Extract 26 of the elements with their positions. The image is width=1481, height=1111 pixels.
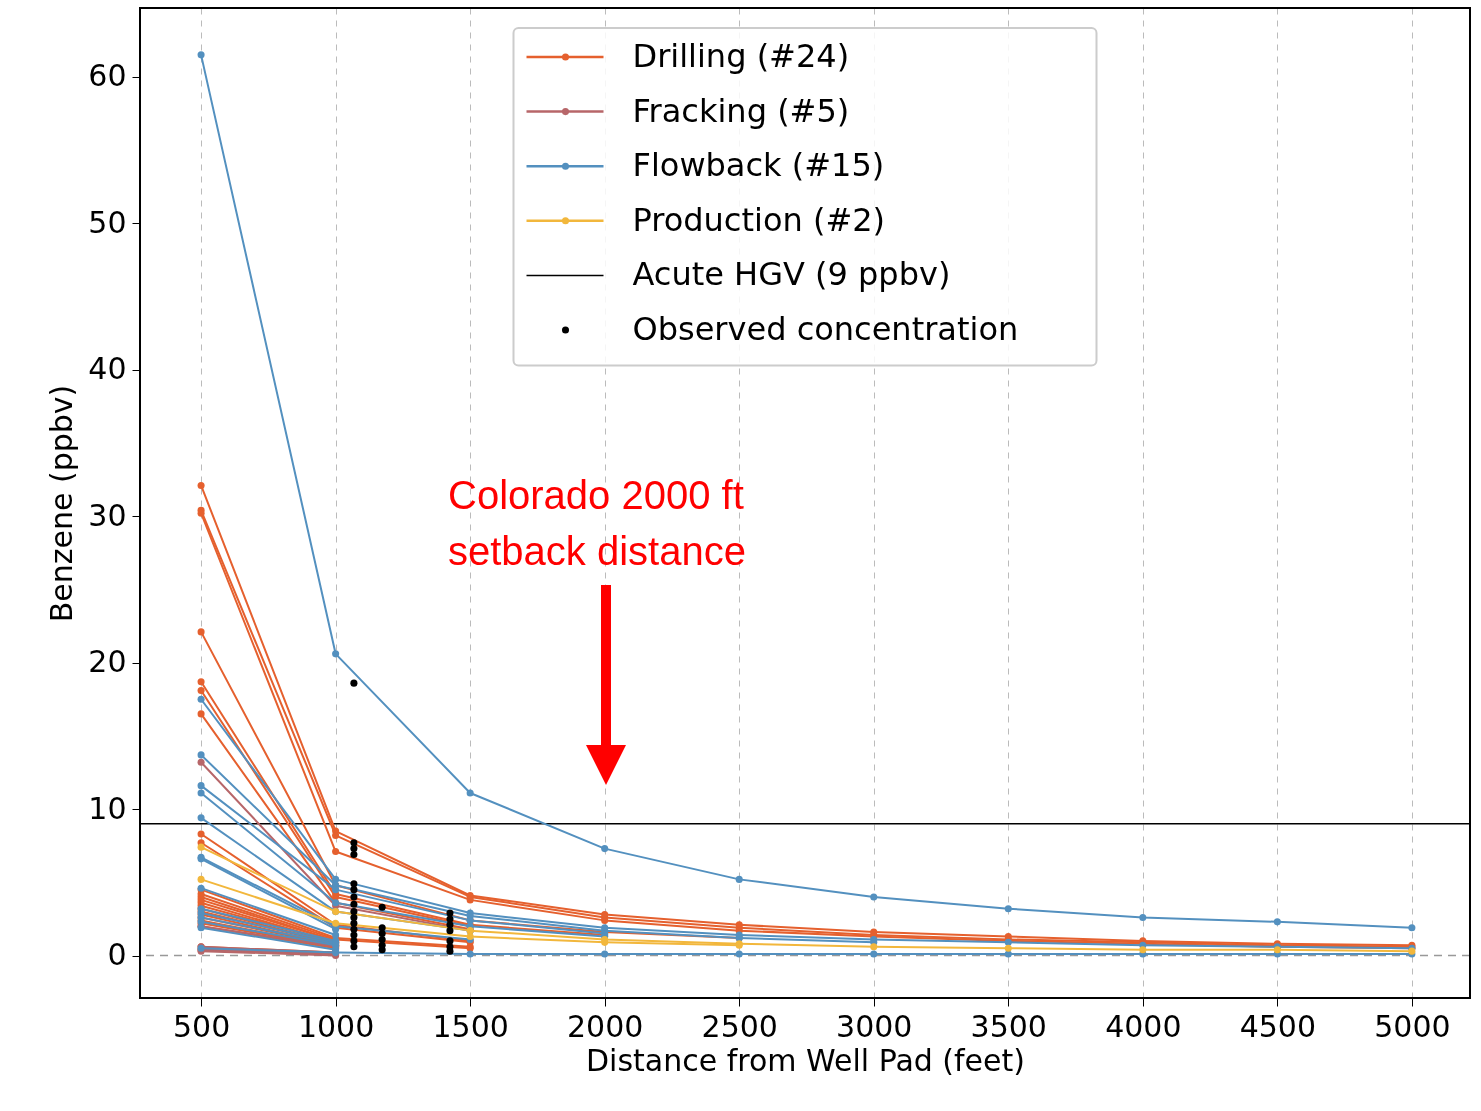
y-tick-label: 30 — [88, 497, 127, 533]
x-tick-label: 5000 — [1374, 1008, 1451, 1044]
y-tick-label: 10 — [88, 790, 127, 826]
legend-label: Observed concentration — [632, 310, 1019, 348]
y-tick-label: 60 — [88, 58, 127, 94]
x-tick-label: 4000 — [1105, 1008, 1182, 1044]
legend-label: Flowback (#15) — [632, 146, 885, 185]
x-tick-label: 2000 — [567, 1008, 644, 1044]
x-tick-label: 1500 — [432, 1008, 509, 1044]
y-tick-label: 50 — [88, 204, 127, 240]
legend-label: Fracking (#5) — [632, 91, 850, 130]
y-tick-label: 20 — [88, 644, 127, 680]
legend-label: Production (#2) — [632, 200, 886, 239]
y-tick-label: 40 — [88, 351, 127, 387]
legend-label: Drilling (#24) — [632, 37, 850, 75]
annotation: Colorado 2000 ft setback distance — [448, 473, 746, 573]
y-axis-title: Benzene (ppbv) — [44, 384, 80, 623]
legend-label: Acute HGV (9 ppbv) — [632, 255, 951, 294]
y-tick-label: 0 — [107, 937, 127, 973]
x-axis-title: Distance from Well Pad (feet) — [586, 1042, 1025, 1078]
x-tick-label: 1000 — [297, 1008, 375, 1044]
x-tick-label: 500 — [172, 1008, 231, 1044]
x-tick-label: 2500 — [701, 1008, 778, 1044]
x-tick-label: 3500 — [970, 1008, 1047, 1044]
x-tick-label: 4500 — [1239, 1008, 1317, 1044]
x-tick-label: 3000 — [836, 1008, 913, 1044]
